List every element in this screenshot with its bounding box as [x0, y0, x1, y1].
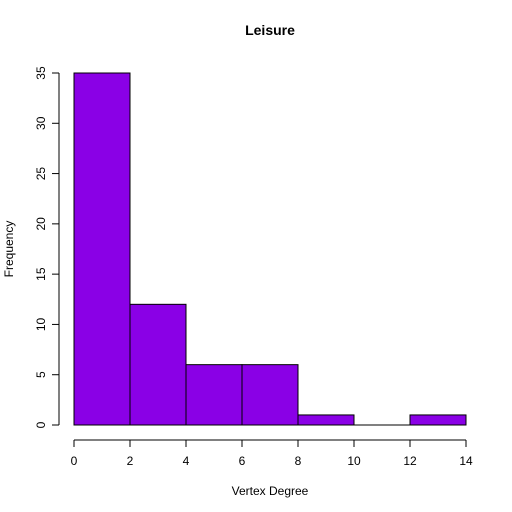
- chart-title: Leisure: [245, 22, 295, 38]
- x-tick-label: 8: [295, 454, 302, 468]
- y-tick-label: 5: [34, 371, 48, 378]
- histogram-bar-0: [73, 72, 131, 426]
- x-tick-label: 14: [459, 454, 473, 468]
- y-axis-label: Frequency: [2, 221, 16, 278]
- x-axis-label: Vertex Degree: [232, 484, 309, 498]
- histogram-bar-4: [297, 414, 355, 426]
- x-tick-label: 12: [403, 454, 417, 468]
- y-tick-label: 15: [34, 267, 48, 281]
- x-tick-label: 0: [71, 454, 78, 468]
- y-tick-label: 30: [34, 116, 48, 130]
- x-tick-label: 6: [239, 454, 246, 468]
- y-tick-label: 0: [34, 421, 48, 428]
- y-tick-label: 10: [34, 317, 48, 331]
- x-tick-label: 10: [347, 454, 361, 468]
- x-tick-label: 2: [127, 454, 134, 468]
- histogram-bar-6: [409, 414, 467, 426]
- histogram-bar-2: [185, 364, 243, 426]
- histogram-bar-3: [241, 364, 299, 426]
- x-tick-label: 4: [183, 454, 190, 468]
- histogram-bar-1: [129, 303, 187, 426]
- y-tick-label: 25: [34, 167, 48, 181]
- y-axis: 0 5 10 15 20 25 30 35: [34, 66, 60, 428]
- bars-group: [73, 72, 467, 426]
- x-axis: 0 2 4 6 8 10 12 14: [71, 439, 473, 468]
- y-tick-label: 20: [34, 217, 48, 231]
- y-tick-label: 35: [34, 66, 48, 80]
